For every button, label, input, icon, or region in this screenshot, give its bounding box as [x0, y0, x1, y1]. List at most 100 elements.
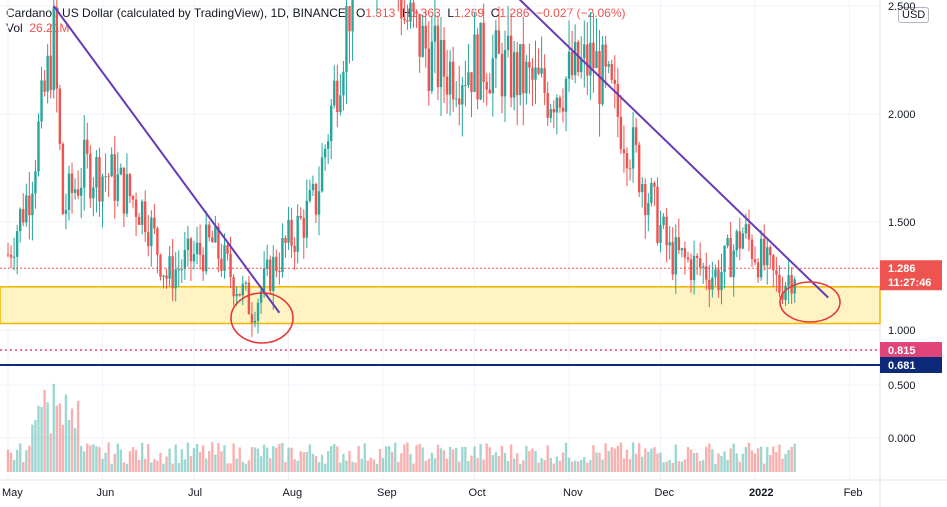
volume-bar	[354, 462, 357, 472]
candle-body	[46, 55, 49, 92]
candle-body	[15, 231, 19, 257]
currency-button[interactable]: USD	[898, 7, 930, 23]
low-value: 1.269	[454, 6, 485, 20]
candle-body	[500, 53, 504, 97]
candle-body	[467, 72, 470, 86]
close-label: C	[490, 6, 500, 20]
volume-bar	[299, 451, 302, 472]
candle-body	[186, 238, 190, 251]
candle-body	[134, 199, 138, 217]
highlight-circle	[779, 281, 841, 323]
volume-bar	[55, 405, 58, 472]
symbol-title[interactable]: Cardano / US Dollar (calculated by Tradi…	[6, 6, 346, 20]
candle-body	[220, 258, 223, 271]
y-tick-label: 1.000	[888, 325, 916, 337]
candle-body	[174, 269, 177, 289]
candle-body	[345, 6, 348, 72]
volume-bar	[619, 442, 623, 472]
candle-body	[86, 139, 89, 154]
candle-body	[741, 233, 745, 249]
volume-bar	[720, 455, 723, 472]
candle-body	[98, 157, 101, 202]
x-tick-label: Jul	[188, 487, 202, 499]
volume-bar	[323, 463, 327, 472]
candle-body	[592, 42, 595, 69]
volume-bar	[336, 446, 339, 472]
volume-bar	[631, 442, 635, 472]
volume-bar	[226, 463, 229, 472]
candle-body	[104, 176, 107, 178]
volume-bar	[162, 463, 165, 472]
volume-bar	[708, 443, 711, 472]
volume-bar	[384, 446, 388, 472]
candle-body	[58, 88, 62, 145]
volume-bar	[766, 447, 769, 472]
volume-bar	[31, 424, 34, 472]
volume-bar	[540, 458, 543, 472]
volume-bar	[378, 449, 382, 472]
candle-body	[570, 51, 574, 76]
candle-body	[330, 105, 333, 142]
candle-body	[162, 275, 165, 277]
candle-body	[116, 174, 119, 201]
candle-body	[732, 250, 735, 278]
volume-bar	[644, 448, 647, 472]
volume-bar	[83, 451, 86, 472]
candle-body	[217, 226, 220, 259]
candle-body	[753, 259, 757, 263]
volume-bar	[494, 452, 498, 472]
volume-bar	[232, 443, 235, 472]
volume-bar	[683, 459, 687, 472]
candle-body	[503, 50, 507, 97]
candle-body	[781, 293, 784, 300]
candle-body	[601, 44, 604, 105]
volume-bar	[195, 444, 199, 472]
candle-body	[208, 224, 211, 238]
candle-body	[180, 268, 184, 270]
volume-bar	[592, 445, 595, 472]
volume-bar	[125, 463, 129, 472]
candle-body	[458, 98, 461, 105]
volume-bar	[445, 458, 449, 472]
volume-bar	[656, 453, 659, 472]
candle-body	[43, 80, 46, 92]
candle-body	[299, 215, 302, 218]
volume-bar	[320, 454, 324, 472]
candle-body	[131, 196, 135, 200]
volume-bar	[622, 458, 626, 472]
candle-body	[717, 269, 720, 291]
candle-body	[287, 219, 290, 243]
candle-body	[89, 153, 92, 199]
volume-bar	[18, 443, 22, 472]
candle-body	[177, 269, 180, 271]
candle-body	[525, 61, 528, 94]
candle-body	[406, 20, 409, 22]
candle-body	[634, 127, 638, 145]
volume-bar	[692, 453, 696, 472]
candle-body	[144, 201, 147, 233]
candle-body	[9, 254, 13, 258]
candle-body	[549, 109, 552, 118]
candle-body	[314, 183, 318, 215]
volume-bar	[461, 446, 464, 472]
candle-body	[674, 237, 677, 275]
candle-body	[653, 182, 656, 187]
volume-bar	[650, 448, 653, 472]
candle-body	[281, 237, 284, 273]
volume-bar	[455, 447, 458, 472]
volume-bar	[506, 461, 510, 472]
volume-bar	[363, 443, 366, 472]
volume-bar	[317, 462, 321, 472]
candle-body	[269, 259, 272, 291]
volume-bar	[101, 458, 104, 472]
candle-body	[778, 274, 781, 294]
candle-body	[625, 153, 629, 169]
candle-body	[695, 255, 699, 258]
volume-bar	[177, 462, 180, 472]
volume-bar	[756, 448, 760, 472]
candle-body	[448, 61, 452, 95]
candle-body	[238, 293, 241, 296]
low-label: L	[447, 6, 455, 20]
volume-bar	[311, 453, 315, 472]
